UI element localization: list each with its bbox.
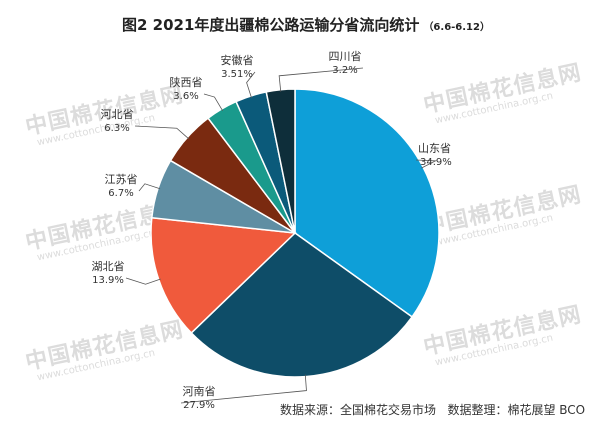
- leader-line: [180, 374, 307, 404]
- slice-label-name: 四川省: [329, 50, 362, 63]
- slice-label-value: 3.2%: [332, 65, 357, 76]
- compiler-text: 数据整理：棉花展望 BCO: [447, 403, 586, 417]
- leader-line: [203, 93, 223, 112]
- slice-label-name: 湖北省: [92, 260, 125, 273]
- slice-label-value: 27.9%: [183, 400, 215, 411]
- slice-label-name: 陕西省: [170, 75, 203, 89]
- slice-label-value: 6.7%: [108, 188, 133, 199]
- slice-label-value: 3.51%: [221, 69, 253, 80]
- leader-line: [415, 159, 438, 169]
- leader-line: [125, 277, 161, 285]
- slice-label-name: 河北省: [101, 108, 134, 121]
- leader-line: [246, 71, 256, 98]
- chart-title: 图2 2021年度出疆棉公路运输分省流向统计: [122, 16, 420, 34]
- chart-title-row: 图2 2021年度出疆棉公路运输分省流向统计 （6.6-6.12）: [0, 14, 612, 35]
- slice-label-value: 13.9%: [92, 275, 124, 286]
- slice-label-value: 6.3%: [104, 123, 129, 134]
- leader-line: [134, 125, 189, 140]
- slice-label-value: 3.6%: [173, 91, 198, 102]
- chart-subtitle: （6.6-6.12）: [423, 22, 490, 33]
- leader-line: [138, 183, 161, 192]
- slice-label-name: 安徽省: [221, 53, 254, 67]
- source-text: 数据来源：全国棉花交易市场: [280, 403, 437, 417]
- slice-label-name: 山东省: [418, 142, 451, 155]
- source-note: 数据来源：全国棉花交易市场 数据整理：棉花展望 BCO: [280, 401, 585, 418]
- slice-label-value: 34.9%: [420, 157, 452, 168]
- leader-line: [278, 67, 364, 92]
- slice-label-name: 江苏省: [105, 173, 138, 186]
- slice-label-name: 河南省: [183, 385, 216, 398]
